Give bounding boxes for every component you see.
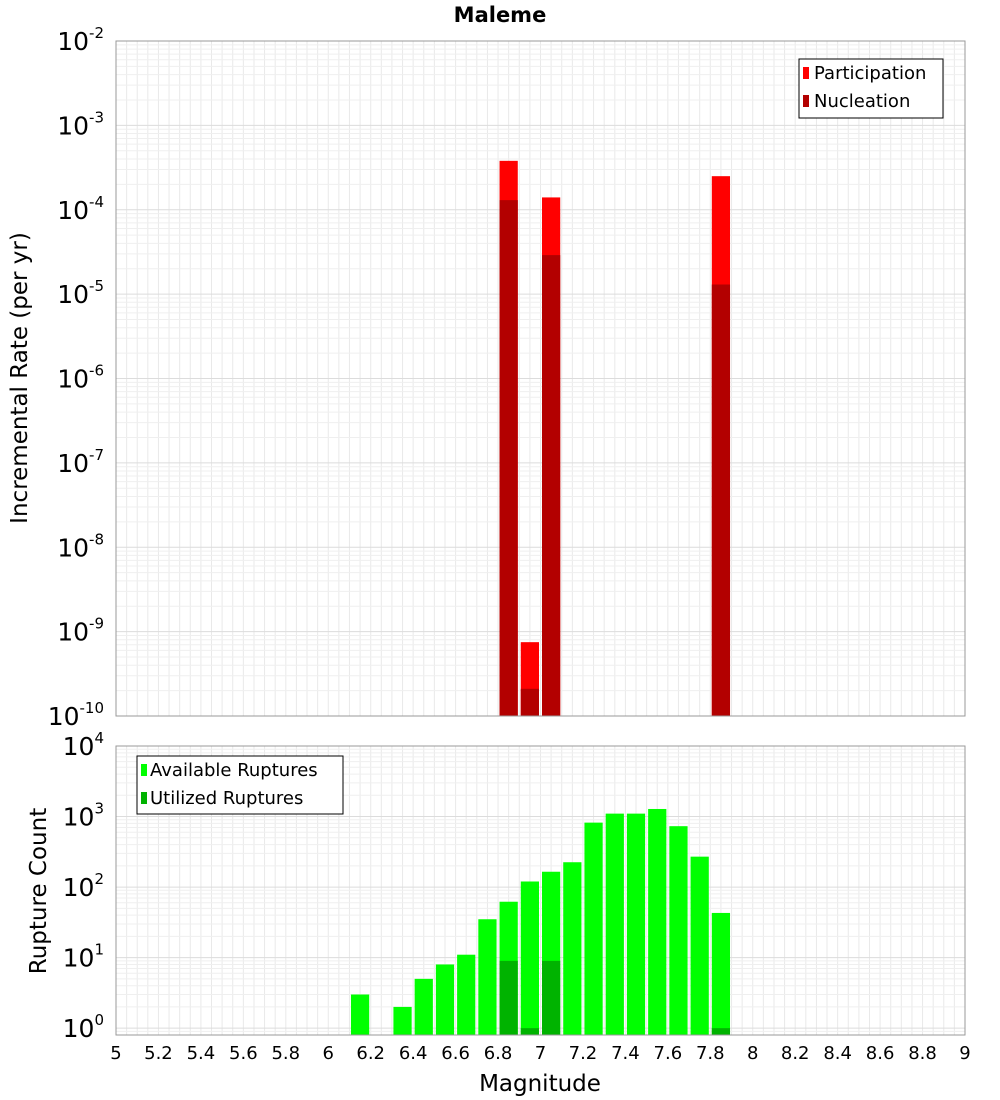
x-tick-label: 7.8 xyxy=(696,1043,725,1064)
bar-nucleation xyxy=(542,255,561,716)
x-tick-label: 8 xyxy=(747,1043,758,1064)
bottom-y-tick-label: 101 xyxy=(63,941,104,973)
x-tick-label: 5 xyxy=(110,1043,121,1064)
bar-available-ruptures xyxy=(584,822,603,1035)
bar-available-ruptures xyxy=(435,964,455,1035)
bar-nucleation xyxy=(520,688,539,716)
x-tick-label: 6.2 xyxy=(356,1043,385,1064)
chart-title: Maleme xyxy=(454,3,547,27)
bar-available-ruptures xyxy=(648,808,667,1035)
top-y-tick-label: 10-8 xyxy=(57,530,104,562)
bottom-y-tick-label: 102 xyxy=(63,870,104,902)
bar-available-ruptures xyxy=(626,813,646,1035)
x-tick-label: 5.4 xyxy=(187,1043,216,1064)
bar-available-ruptures xyxy=(414,978,433,1035)
bottom-y-axis-label: Rupture Count xyxy=(26,808,52,974)
top-y-tick-label: 10-9 xyxy=(57,615,104,647)
bar-available-ruptures xyxy=(605,813,624,1035)
top-y-axis-label: Incremental Rate (per yr) xyxy=(7,232,33,524)
bottom-grid xyxy=(116,746,965,1035)
bar-available-ruptures xyxy=(690,856,709,1035)
bottom-legend: Available Ruptures Utilized Ruptures xyxy=(136,755,344,815)
top-y-ticks: 10-10 10-9 10-8 10-7 10-6 10-5 10-4 10-3 10-2 xyxy=(48,24,104,731)
top-legend-box xyxy=(798,58,944,119)
top-plot-frame xyxy=(115,40,966,717)
x-tick-label: 8.4 xyxy=(823,1043,852,1064)
x-tick-label: 5.8 xyxy=(271,1043,300,1064)
bar-available-ruptures xyxy=(457,954,476,1035)
x-tick-label: 6.4 xyxy=(399,1043,428,1064)
legend-swatch-nucleation xyxy=(803,95,809,107)
bar-utilized-ruptures xyxy=(499,960,518,1035)
bar-available-ruptures xyxy=(563,862,582,1035)
bar-available-ruptures xyxy=(478,919,497,1035)
legend-label-available: Available Ruptures xyxy=(150,760,318,781)
bar-nucleation xyxy=(711,284,731,716)
x-tick-label: 7 xyxy=(535,1043,546,1064)
x-tick-label: 7.6 xyxy=(654,1043,683,1064)
legend-label-participation: Participation xyxy=(814,63,926,84)
top-y-tick-label: 10-3 xyxy=(57,108,104,140)
legend-label-nucleation: Nucleation xyxy=(814,91,910,112)
top-y-tick-label: 10-7 xyxy=(57,446,104,478)
legend-swatch-available xyxy=(141,764,147,776)
bar-utilized-ruptures xyxy=(542,960,561,1035)
bar-utilized-ruptures xyxy=(520,1028,539,1035)
bar-utilized-ruptures xyxy=(711,1028,731,1035)
bottom-y-tick-label: 103 xyxy=(63,800,104,832)
legend-label-utilized: Utilized Ruptures xyxy=(150,788,303,809)
bar-available-ruptures xyxy=(393,1006,412,1035)
top-y-tick-label: 10-5 xyxy=(57,277,104,309)
x-tick-label: 5.6 xyxy=(229,1043,258,1064)
bottom-legend-box xyxy=(136,755,344,815)
top-y-tick-label: 10-4 xyxy=(57,193,104,225)
x-ticks: 5 5.2 5.4 5.6 5.8 6 6.2 6.4 6.6 6.8 7 7.2 7.4 7.6 7.8 8… xyxy=(110,1043,970,1064)
top-y-tick-label: 10-10 xyxy=(48,699,104,731)
bottom-y-tick-label: 104 xyxy=(63,729,104,761)
top-grid xyxy=(116,41,965,716)
bottom-plot-frame xyxy=(115,745,966,1036)
x-tick-label: 8.8 xyxy=(908,1043,937,1064)
x-tick-label: 8.2 xyxy=(781,1043,810,1064)
x-tick-label: 7.2 xyxy=(569,1043,598,1064)
x-tick-label: 7.4 xyxy=(611,1043,640,1064)
bottom-bars xyxy=(350,808,731,1035)
x-tick-label: 8.6 xyxy=(866,1043,895,1064)
bottom-y-ticks: 100 101 102 103 104 xyxy=(63,729,104,1043)
bar-available-ruptures xyxy=(669,826,688,1035)
legend-swatch-utilized xyxy=(141,792,147,804)
top-legend: Participation Nucleation xyxy=(798,58,944,119)
x-tick-label: 6 xyxy=(323,1043,334,1064)
x-tick-label: 6.8 xyxy=(484,1043,513,1064)
top-y-tick-label: 10-2 xyxy=(57,24,104,56)
x-axis-label: Magnitude xyxy=(479,1071,601,1097)
bar-available-ruptures xyxy=(350,994,370,1035)
bottom-y-tick-label: 100 xyxy=(63,1011,104,1043)
bar-available-ruptures xyxy=(711,912,731,1035)
legend-swatch-participation xyxy=(803,67,809,79)
top-bars xyxy=(499,160,731,717)
x-tick-label: 6.6 xyxy=(441,1043,470,1064)
x-tick-label: 5.2 xyxy=(144,1043,173,1064)
x-tick-label: 9 xyxy=(959,1043,970,1064)
top-y-tick-label: 10-6 xyxy=(57,362,104,394)
bar-available-ruptures xyxy=(520,881,539,1035)
bar-nucleation xyxy=(499,200,518,716)
